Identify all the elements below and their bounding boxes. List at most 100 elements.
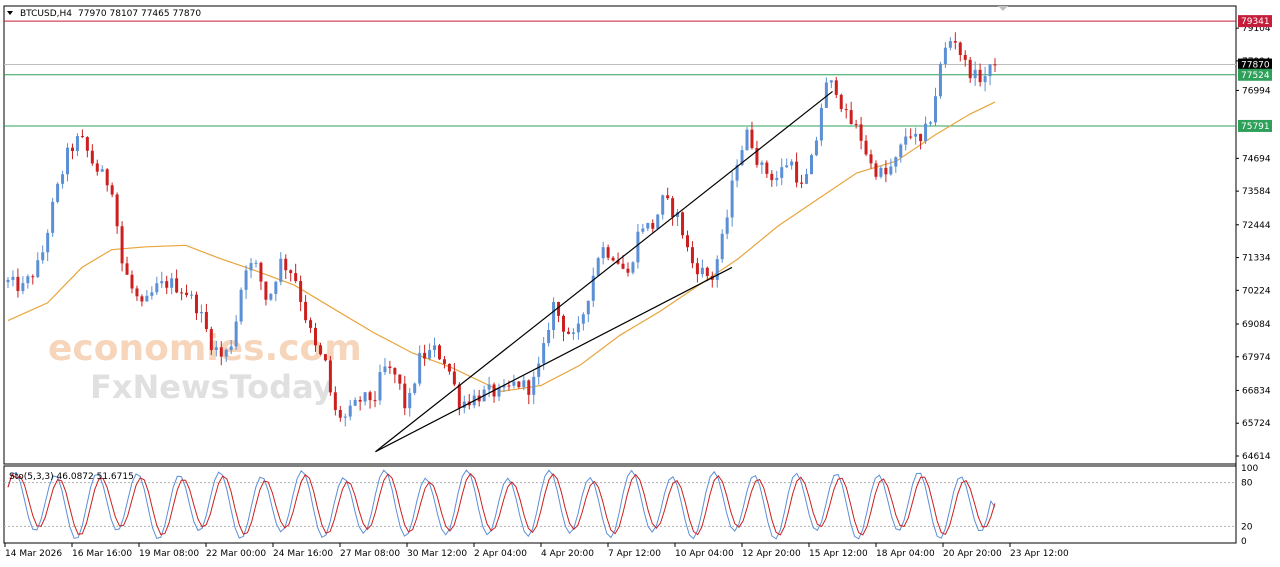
candle-body <box>333 392 337 411</box>
candle-body <box>705 267 709 276</box>
candle-body <box>611 257 615 261</box>
time-tick-label: 24 Mar 16:00 <box>273 549 333 559</box>
candle-body <box>666 195 670 199</box>
price-tick-label: 72444 <box>1242 221 1271 231</box>
candle-body <box>462 401 466 408</box>
price-tag-77524 <box>1238 68 1272 81</box>
candle-body <box>993 64 997 66</box>
candle-body <box>363 392 367 402</box>
watermark-line1: economies.com <box>48 328 362 369</box>
dropdown-triangle-icon[interactable] <box>7 11 13 15</box>
candle-body <box>715 259 719 280</box>
time-tick-label: 27 Mar 08:00 <box>340 549 400 559</box>
shift-triangle-icon <box>998 6 1008 11</box>
candle-body <box>874 163 878 177</box>
price-tag-text-77870: 77870 <box>1241 61 1270 71</box>
price-tag-text-77524: 77524 <box>1241 71 1270 81</box>
candle-body <box>805 174 809 184</box>
candle-body <box>46 232 50 253</box>
candle-body <box>269 293 273 300</box>
candle-body <box>502 385 506 388</box>
candle-body <box>70 147 74 151</box>
candle-body <box>963 54 967 60</box>
price-tick-label: 69084 <box>1242 320 1271 330</box>
stoch-axis-label: 100 <box>1241 464 1258 474</box>
stoch-axis-label: 0 <box>1241 537 1247 547</box>
candle-body <box>616 260 620 264</box>
candle-body <box>403 383 407 409</box>
price-tick-label: 70224 <box>1242 286 1271 296</box>
candle-body <box>51 201 55 233</box>
price-tag-text-75791: 75791 <box>1241 122 1270 132</box>
candle-body <box>279 258 283 282</box>
candle-body <box>904 136 908 145</box>
candle-body <box>829 80 833 83</box>
watermark-line2: FxNewsToday <box>90 368 334 406</box>
candle-body <box>239 289 243 322</box>
candle-body <box>497 387 501 397</box>
trendline-2 <box>375 266 733 453</box>
time-tick-label: 12 Apr 20:00 <box>742 549 801 559</box>
header-ohlc: 77970 78107 77465 77870 <box>78 9 201 19</box>
candle-body <box>849 110 853 125</box>
candle-body <box>636 231 640 263</box>
candle-body <box>661 195 665 215</box>
candle-body <box>80 136 84 138</box>
candle-body <box>700 267 704 275</box>
ma-line <box>7 101 996 393</box>
candle-body <box>314 327 318 346</box>
candle-body <box>190 294 194 296</box>
candle-body <box>938 63 942 97</box>
candle-body <box>864 140 868 155</box>
candle-body <box>11 276 15 280</box>
time-tick-label: 16 Mar 16:00 <box>72 549 132 559</box>
candle-body <box>948 41 952 48</box>
candle-body <box>631 262 635 273</box>
candle-body <box>943 47 947 64</box>
candle-body <box>685 235 689 248</box>
time-tick-label: 20 Apr 20:00 <box>943 549 1002 559</box>
candle-body <box>894 157 898 167</box>
candle-body <box>299 281 303 302</box>
candle-body <box>586 300 590 315</box>
candle-body <box>442 359 446 364</box>
price-tick-label: 66834 <box>1242 386 1271 396</box>
candle-body <box>566 331 570 334</box>
candle-body <box>100 169 104 172</box>
candle-body <box>219 347 223 357</box>
candle-body <box>254 262 258 264</box>
candle-body <box>318 345 322 355</box>
candle-body <box>517 381 521 388</box>
candle-body <box>90 150 94 164</box>
candle-body <box>487 384 491 390</box>
candle-body <box>978 69 982 83</box>
stochastic-oscillator: 100 80 20 0 <box>4 464 1258 547</box>
price-tick-label: 64614 <box>1242 452 1271 462</box>
stoch-main-line <box>7 469 996 540</box>
candle-body <box>229 346 233 350</box>
candle-body <box>760 162 764 165</box>
time-tick-label: 23 Apr 12:00 <box>1010 549 1069 559</box>
moving-average <box>7 101 996 393</box>
price-tag-77870 <box>1238 58 1272 71</box>
candle-body <box>581 314 585 324</box>
candle-body <box>601 247 605 259</box>
oscillator-pane-border <box>3 465 1237 544</box>
candle-body <box>547 330 551 344</box>
candle-body <box>165 281 169 288</box>
time-tick-label: 10 Apr 04:00 <box>675 549 734 559</box>
candle-body <box>561 315 565 332</box>
candle-body <box>185 292 189 296</box>
candle-body <box>21 283 25 291</box>
candle-body <box>730 180 734 218</box>
candle-body <box>740 150 744 165</box>
candle-body <box>353 399 357 406</box>
candle-body <box>512 381 516 386</box>
candle-body <box>869 154 873 164</box>
candle-body <box>909 136 913 138</box>
candle-body <box>676 212 680 218</box>
candle-body <box>383 366 387 373</box>
candle-body <box>919 133 923 142</box>
stoch-signal-line <box>7 472 996 536</box>
candle-body <box>6 279 10 283</box>
